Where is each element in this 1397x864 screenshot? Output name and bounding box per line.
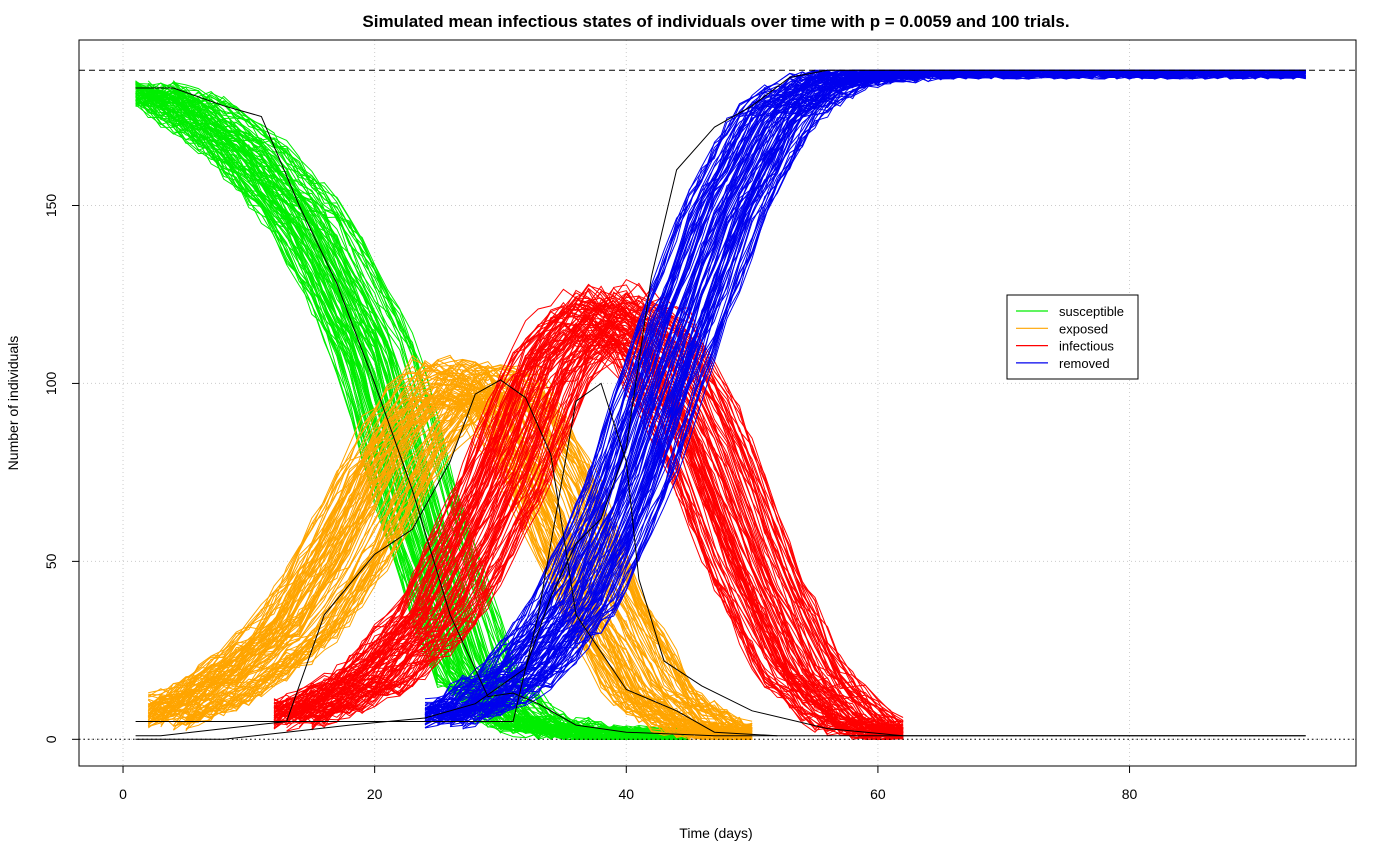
legend-label: removed	[1059, 356, 1110, 371]
trial-line-infectious	[311, 306, 904, 727]
trial-line-exposed	[185, 372, 753, 732]
trial-line-infectious	[286, 325, 904, 740]
series-layer	[135, 69, 1306, 741]
trial-line-exposed	[147, 369, 753, 740]
trial-line-infectious	[273, 290, 904, 740]
trial-line-infectious	[273, 320, 904, 740]
x-tick-label: 60	[870, 786, 886, 802]
trial-line-infectious	[311, 321, 904, 733]
trial-line-exposed	[147, 361, 753, 740]
trial-line-susceptible	[135, 87, 690, 740]
trial-line-removed	[424, 69, 1306, 712]
trial-line-infectious	[298, 278, 904, 726]
legend-label: susceptible	[1059, 304, 1124, 319]
trial-line-removed	[424, 69, 1306, 723]
reference-trial-line	[135, 69, 1306, 740]
trial-line-exposed	[148, 358, 753, 738]
y-axis-label: Number of individuals	[5, 336, 21, 471]
trial-line-exposed	[147, 377, 753, 738]
trial-line-exposed	[185, 401, 753, 739]
x-tick-label: 0	[119, 786, 127, 802]
x-tick-label: 40	[618, 786, 634, 802]
x-tick-label: 80	[1122, 786, 1138, 802]
legend-box	[1006, 294, 1139, 380]
trial-line-infectious	[298, 292, 904, 731]
trial-line-exposed	[173, 384, 753, 738]
y-tick-label: 100	[43, 372, 59, 396]
trial-line-infectious	[273, 333, 904, 740]
trial-line-infectious	[273, 311, 904, 740]
trial-line-infectious	[286, 291, 904, 740]
trial-line-infectious	[311, 339, 904, 731]
trial-line-infectious	[273, 287, 904, 740]
trial-line-exposed	[173, 397, 753, 738]
legend-label: exposed	[1059, 321, 1108, 336]
reference-trial-line	[135, 87, 1306, 737]
trial-line-removed	[449, 69, 1306, 725]
trial-line-exposed	[148, 398, 753, 735]
reference-lines	[79, 69, 1356, 740]
trial-line-infectious	[273, 306, 904, 733]
trial-line-infectious	[273, 285, 904, 740]
trial-line-infectious	[273, 320, 904, 740]
trial-line-exposed	[185, 393, 753, 726]
legend-label: infectious	[1059, 339, 1114, 354]
trial-line-exposed	[160, 361, 753, 731]
reference-trial-line	[135, 379, 778, 737]
trial-line-exposed	[147, 391, 753, 740]
trial-line-infectious	[311, 300, 904, 727]
trial-line-exposed	[173, 367, 753, 736]
series-infectious	[273, 278, 904, 740]
y-axis: 0 50 100 150	[43, 194, 80, 743]
trial-line-removed	[462, 69, 1306, 722]
x-axis-label: Time (days)	[679, 825, 752, 841]
trial-line-exposed	[148, 368, 753, 740]
trial-line-susceptible	[135, 92, 690, 740]
x-tick-label: 20	[367, 786, 383, 802]
trial-line-exposed	[172, 376, 753, 731]
chart-title: Simulated mean infectious states of indi…	[362, 12, 1069, 31]
trial-line-susceptible	[135, 102, 690, 740]
trial-line-exposed	[160, 369, 753, 736]
trial-line-infectious	[286, 306, 904, 740]
reference-trial-line	[135, 382, 1306, 737]
y-tick-label: 50	[43, 553, 59, 569]
trial-line-infectious	[273, 311, 904, 740]
legend: susceptible exposed infectious removed	[1006, 294, 1139, 380]
trial-line-infectious	[273, 331, 904, 740]
trial-line-exposed	[147, 371, 753, 740]
y-tick-label: 150	[43, 194, 59, 218]
trial-line-exposed	[160, 368, 753, 740]
trial-line-infectious	[273, 291, 904, 740]
y-tick-label: 0	[43, 735, 59, 743]
trial-line-exposed	[148, 373, 753, 737]
trial-line-susceptible	[173, 81, 690, 740]
x-axis: 0 20 40 60 80	[119, 765, 1138, 802]
trial-line-susceptible	[160, 95, 690, 740]
trial-line-infectious	[311, 309, 904, 730]
trial-line-infectious	[273, 289, 904, 740]
